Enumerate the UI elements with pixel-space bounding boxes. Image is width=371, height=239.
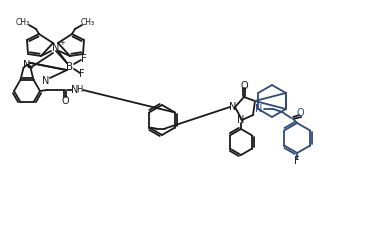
Text: F: F — [294, 156, 300, 166]
Text: N: N — [23, 60, 31, 70]
Text: B: B — [66, 62, 73, 72]
Text: +: + — [59, 40, 65, 46]
Text: N: N — [71, 85, 79, 95]
Text: CH₃: CH₃ — [81, 17, 95, 27]
Text: F: F — [81, 54, 87, 64]
Text: CH₃: CH₃ — [16, 17, 30, 27]
Text: O: O — [240, 81, 248, 91]
Text: N: N — [42, 76, 50, 86]
Text: N: N — [52, 43, 60, 53]
Text: H: H — [76, 85, 82, 93]
Text: O: O — [296, 108, 304, 118]
Text: F: F — [79, 69, 85, 79]
Text: N: N — [256, 104, 263, 114]
Text: N: N — [229, 102, 237, 112]
Text: O: O — [61, 96, 69, 106]
Text: N: N — [237, 115, 245, 125]
